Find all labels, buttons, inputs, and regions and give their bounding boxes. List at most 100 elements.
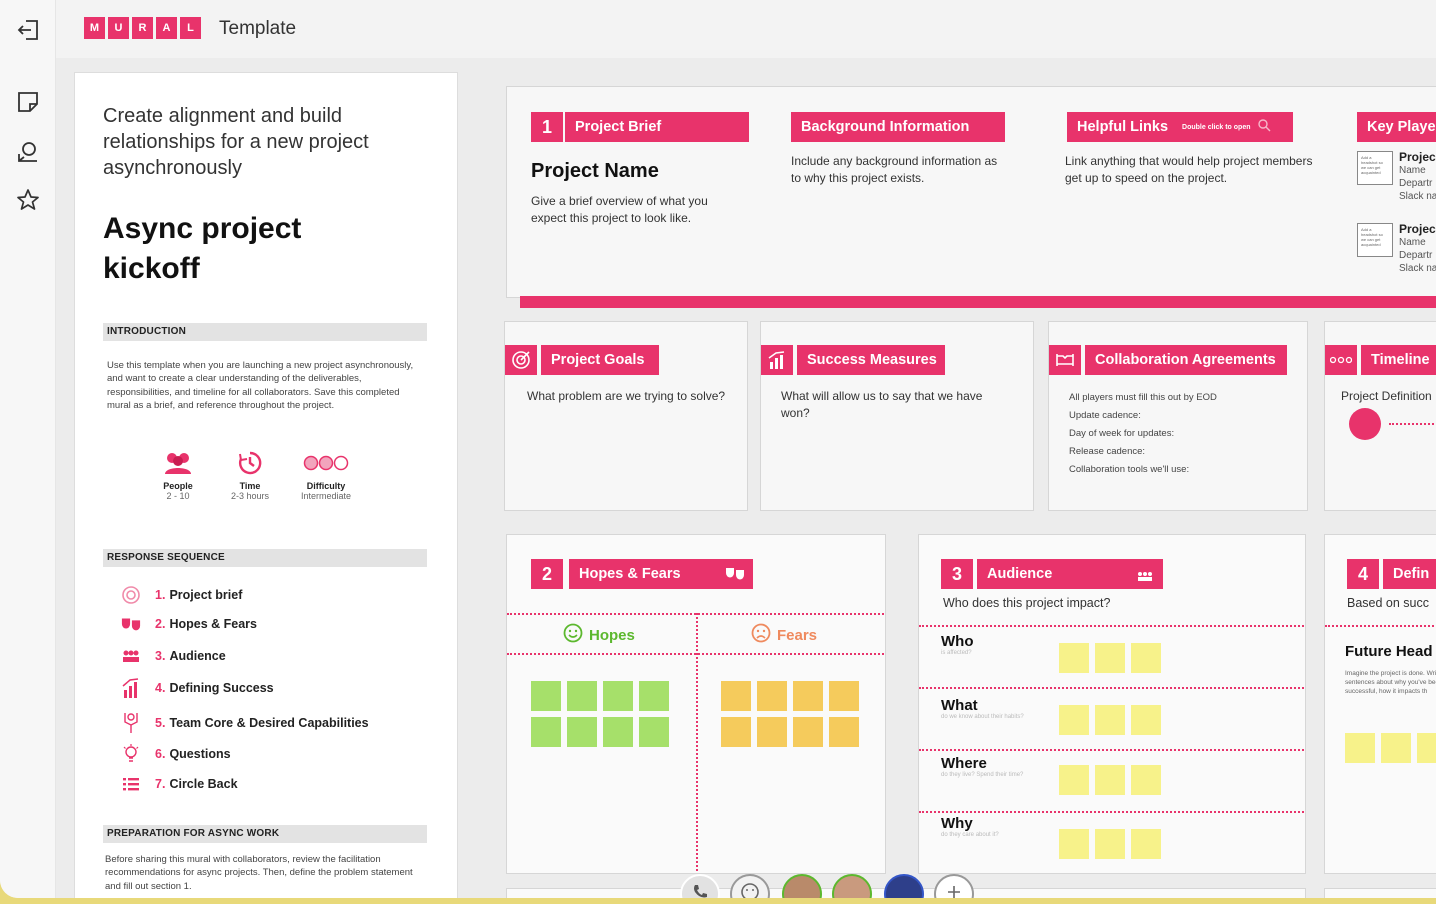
hope-sticky-note[interactable] xyxy=(603,717,633,747)
audience-sticky-note[interactable] xyxy=(1131,829,1161,859)
success-sticky-note[interactable] xyxy=(1381,733,1411,763)
plus-icon xyxy=(946,884,962,899)
section-divider xyxy=(520,296,1436,308)
helpful-links-desc[interactable]: Link anything that would help project me… xyxy=(1065,154,1313,185)
target-icon xyxy=(505,345,537,375)
hope-sticky-note[interactable] xyxy=(567,717,597,747)
difficulty-icon xyxy=(303,455,349,471)
background-info-desc[interactable]: Include any background information as to… xyxy=(791,154,998,185)
hope-sticky-note[interactable] xyxy=(531,717,561,747)
list-icon xyxy=(121,774,141,794)
audience-row-why: Why do they care about it? xyxy=(941,815,999,838)
masks-icon xyxy=(725,567,745,585)
stat-people: People 2 - 10 xyxy=(143,451,213,501)
fear-sticky-note[interactable] xyxy=(829,681,859,711)
clock-icon xyxy=(239,451,262,475)
audience-sticky-note[interactable] xyxy=(1095,829,1125,859)
fear-sticky-note[interactable] xyxy=(829,717,859,747)
next-section-card[interactable] xyxy=(1324,888,1436,898)
hope-sticky-note[interactable] xyxy=(531,681,561,711)
audience-sticky-note[interactable] xyxy=(1131,705,1161,735)
headshot-placeholder[interactable]: Add a headshot so we can get acquainted xyxy=(1357,223,1393,257)
fear-sticky-note[interactable] xyxy=(757,717,787,747)
project-name[interactable]: Project Name xyxy=(531,160,659,182)
target-icon xyxy=(121,585,141,605)
audience-sticky-note[interactable] xyxy=(1095,765,1125,795)
defining-success-tag: Defin xyxy=(1383,559,1436,589)
dotted-divider xyxy=(919,811,1305,813)
project-goals-desc[interactable]: What problem are we trying to solve? xyxy=(527,389,726,403)
success-measures-desc[interactable]: What will allow us to say that we have w… xyxy=(781,389,983,420)
audience-section[interactable]: 3 Audience Who does this project impact?… xyxy=(918,534,1306,874)
audience-sticky-note[interactable] xyxy=(1059,765,1089,795)
collaboration-agreements-card[interactable]: Collaboration Agreements All players mus… xyxy=(1048,321,1308,511)
collaboration-list[interactable]: All players must fill this out by EOD Up… xyxy=(1069,392,1217,475)
mural-logo[interactable]: M U R A L xyxy=(84,17,201,39)
sequence-item[interactable]: 2. Hopes & Fears xyxy=(121,614,257,634)
handshake-icon xyxy=(1049,345,1081,375)
audience-sticky-note[interactable] xyxy=(1131,643,1161,673)
key-player-card[interactable]: Projec Name Departr Slack na xyxy=(1399,150,1436,203)
phone-icon xyxy=(692,884,708,899)
hopes-fears-tag: Hopes & Fears xyxy=(569,559,753,589)
people-icon xyxy=(165,453,191,474)
sequence-item[interactable]: 7. Circle Back xyxy=(121,774,238,794)
chart-icon xyxy=(761,345,793,375)
dotted-divider xyxy=(919,625,1305,627)
fear-sticky-note[interactable] xyxy=(793,681,823,711)
audience-sticky-note[interactable] xyxy=(1059,705,1089,735)
sequence-item[interactable]: 1. Project brief xyxy=(121,585,242,605)
timeline-marker[interactable] xyxy=(1349,408,1381,440)
star-icon[interactable] xyxy=(14,186,42,214)
success-sticky-note[interactable] xyxy=(1417,733,1436,763)
audience-sticky-note[interactable] xyxy=(1131,765,1161,795)
links-hint: Double click to open xyxy=(1182,123,1251,131)
audience-sticky-note[interactable] xyxy=(1059,643,1089,673)
sequence-item[interactable]: 5. Team Core & Desired Capabilities xyxy=(121,713,369,733)
hopes-fears-section[interactable]: 2 Hopes & Fears Hopes Fears xyxy=(506,534,886,874)
sequence-item[interactable]: 6. Questions xyxy=(121,744,231,764)
audience-sticky-note[interactable] xyxy=(1095,643,1125,673)
project-goals-card[interactable]: Project Goals What problem are we trying… xyxy=(504,321,748,511)
headshot-placeholder[interactable]: Add a headshot so we can get acquainted xyxy=(1357,151,1393,185)
comment-icon[interactable] xyxy=(14,138,42,166)
stat-time: Time 2-3 hours xyxy=(215,451,285,501)
mural-canvas[interactable]: Create alignment and build relationships… xyxy=(56,58,1436,898)
future-headline[interactable]: Future Head xyxy=(1345,643,1433,660)
hope-sticky-note[interactable] xyxy=(603,681,633,711)
fear-sticky-note[interactable] xyxy=(757,681,787,711)
audience-icon xyxy=(1137,569,1153,585)
helpful-links-tag[interactable]: Helpful Links Double click to open xyxy=(1067,112,1293,142)
fear-sticky-note[interactable] xyxy=(793,717,823,747)
fear-sticky-note[interactable] xyxy=(721,717,751,747)
sticky-note-icon[interactable] xyxy=(14,88,42,116)
hope-sticky-note[interactable] xyxy=(639,717,669,747)
success-sticky-note[interactable] xyxy=(1345,733,1375,763)
audience-sticky-note[interactable] xyxy=(1059,829,1089,859)
template-title: Async project kickoff xyxy=(103,212,302,285)
audience-tag: Audience xyxy=(977,559,1163,589)
prep-header: PREPARATION FOR ASYNC WORK xyxy=(103,825,427,843)
audience-sticky-note[interactable] xyxy=(1095,705,1125,735)
hope-sticky-note[interactable] xyxy=(639,681,669,711)
timeline-desc[interactable]: Project Definition xyxy=(1341,389,1432,403)
sequence-item[interactable]: 3. Audience xyxy=(121,646,226,666)
dotted-divider xyxy=(919,687,1305,689)
lightbulb-icon xyxy=(121,744,141,764)
dotted-divider xyxy=(1325,625,1436,627)
key-players-tag: Key Playe xyxy=(1357,112,1436,142)
project-desc[interactable]: Give a brief overview of what you expect… xyxy=(531,194,708,225)
hope-sticky-note[interactable] xyxy=(567,681,597,711)
audience-desc: Who does this project impact? xyxy=(943,596,1111,610)
next-section-card[interactable] xyxy=(918,888,1306,898)
fear-sticky-note[interactable] xyxy=(721,681,751,711)
project-brief-section[interactable]: 1 Project Brief Project Name Give a brie… xyxy=(506,86,1436,298)
chart-icon xyxy=(121,678,141,698)
section-number: 3 xyxy=(941,559,973,589)
timeline-card[interactable]: Timeline Project Definition xyxy=(1324,321,1436,511)
key-player-card[interactable]: Projec Name Departr Slack na xyxy=(1399,222,1436,275)
exit-icon[interactable] xyxy=(14,16,42,44)
sequence-item[interactable]: 4. Defining Success xyxy=(121,678,274,698)
success-measures-card[interactable]: Success Measures What will allow us to s… xyxy=(760,321,1034,511)
defining-success-section[interactable]: 4 Defin Based on succ Future Head Imagin… xyxy=(1324,534,1436,874)
